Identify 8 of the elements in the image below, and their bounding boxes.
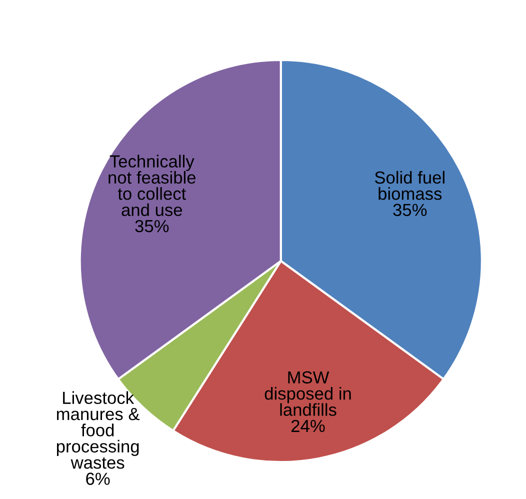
- slice-label: MSW disposed in landfills: [264, 371, 351, 416]
- slice-label: Technically not feasible to collect and use: [108, 154, 196, 216]
- data-label: 6%: [86, 472, 110, 485]
- slice-label: Solid fuel biomass: [374, 170, 444, 200]
- data-label: 35%: [135, 220, 169, 232]
- data-label: 35%: [393, 204, 427, 216]
- data-label: 24%: [292, 420, 325, 432]
- slice-label: Livestock manures & food processing wastes: [56, 391, 140, 469]
